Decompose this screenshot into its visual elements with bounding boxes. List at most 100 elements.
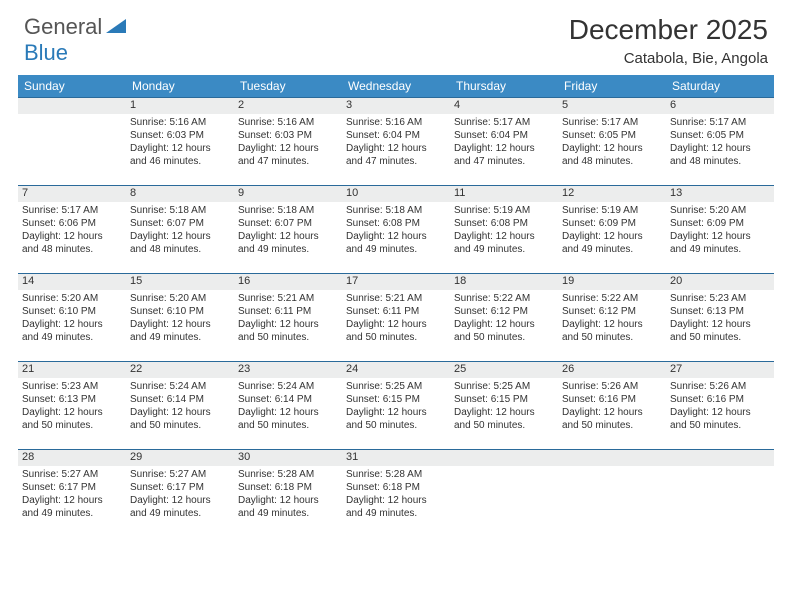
day-cell: Sunrise: 5:25 AMSunset: 6:15 PMDaylight:… (342, 378, 450, 450)
day-number: 10 (342, 186, 450, 202)
sunset-text: Sunset: 6:16 PM (670, 393, 770, 406)
title-block: December 2025 Catabola, Bie, Angola (569, 14, 768, 67)
sunrise-text: Sunrise: 5:18 AM (130, 204, 230, 217)
sunrise-text: Sunrise: 5:25 AM (454, 380, 554, 393)
sunset-text: Sunset: 6:07 PM (130, 217, 230, 230)
day-number: 1 (126, 98, 234, 114)
day-number: 2 (234, 98, 342, 114)
sunrise-text: Sunrise: 5:27 AM (22, 468, 122, 481)
daylight-text: Daylight: 12 hours and 50 minutes. (454, 406, 554, 432)
sunrise-text: Sunrise: 5:25 AM (346, 380, 446, 393)
daylight-text: Daylight: 12 hours and 49 minutes. (130, 494, 230, 520)
sunrise-text: Sunrise: 5:16 AM (346, 116, 446, 129)
day-number: 15 (126, 274, 234, 290)
page-title: December 2025 (569, 14, 768, 46)
day-number: 12 (558, 186, 666, 202)
info-row: Sunrise: 5:16 AMSunset: 6:03 PMDaylight:… (18, 114, 774, 186)
day-number: 27 (666, 362, 774, 378)
day-cell: Sunrise: 5:16 AMSunset: 6:04 PMDaylight:… (342, 114, 450, 186)
day-cell: Sunrise: 5:25 AMSunset: 6:15 PMDaylight:… (450, 378, 558, 450)
daylight-text: Daylight: 12 hours and 48 minutes. (22, 230, 122, 256)
sunrise-text: Sunrise: 5:17 AM (562, 116, 662, 129)
daylight-text: Daylight: 12 hours and 49 minutes. (670, 230, 770, 256)
sunrise-text: Sunrise: 5:17 AM (22, 204, 122, 217)
day-cell: Sunrise: 5:18 AMSunset: 6:07 PMDaylight:… (126, 202, 234, 274)
logo-line2: Blue (24, 40, 68, 66)
day-cell: Sunrise: 5:24 AMSunset: 6:14 PMDaylight:… (126, 378, 234, 450)
sunset-text: Sunset: 6:13 PM (670, 305, 770, 318)
daynum-row: 28293031 (18, 450, 774, 466)
daylight-text: Daylight: 12 hours and 47 minutes. (454, 142, 554, 168)
sunset-text: Sunset: 6:08 PM (454, 217, 554, 230)
day-cell: Sunrise: 5:19 AMSunset: 6:08 PMDaylight:… (450, 202, 558, 274)
day-number: 20 (666, 274, 774, 290)
day-cell: Sunrise: 5:22 AMSunset: 6:12 PMDaylight:… (558, 290, 666, 362)
day-cell: Sunrise: 5:22 AMSunset: 6:12 PMDaylight:… (450, 290, 558, 362)
day-number: 30 (234, 450, 342, 466)
sunrise-text: Sunrise: 5:26 AM (562, 380, 662, 393)
info-row: Sunrise: 5:27 AMSunset: 6:17 PM Daylight:… (18, 466, 774, 538)
day-number: 23 (234, 362, 342, 378)
calendar-table: Sunday Monday Tuesday Wednesday Thursday… (18, 75, 774, 538)
day-cell: Sunrise: 5:26 AMSunset: 6:16 PMDaylight:… (666, 378, 774, 450)
day-cell: Sunrise: 5:20 AMSunset: 6:10 PMDaylight:… (18, 290, 126, 362)
sunrise-text: Sunrise: 5:21 AM (238, 292, 338, 305)
day-number (666, 450, 774, 466)
day-number: 9 (234, 186, 342, 202)
daylight-text: Daylight: 12 hours and 50 minutes. (346, 318, 446, 344)
day-cell: Sunrise: 5:24 AMSunset: 6:14 PMDaylight:… (234, 378, 342, 450)
daylight-text: Daylight: 12 hours and 49 minutes. (562, 230, 662, 256)
day-cell: Sunrise: 5:26 AMSunset: 6:16 PMDaylight:… (558, 378, 666, 450)
day-cell (450, 466, 558, 538)
sunset-text: Sunset: 6:03 PM (238, 129, 338, 142)
day-number: 26 (558, 362, 666, 378)
sunset-text: Sunset: 6:13 PM (22, 393, 122, 406)
day-cell: Sunrise: 5:19 AMSunset: 6:09 PMDaylight:… (558, 202, 666, 274)
daylight-text: Daylight: 12 hours and 50 minutes. (670, 318, 770, 344)
info-row: Sunrise: 5:17 AMSunset: 6:06 PMDaylight:… (18, 202, 774, 274)
day-header: Wednesday (342, 75, 450, 98)
daynum-row: 123456 (18, 98, 774, 114)
day-cell (18, 114, 126, 186)
sunset-text: Sunset: 6:11 PM (346, 305, 446, 318)
day-cell: Sunrise: 5:27 AMSunset: 6:17 PMDaylight:… (18, 466, 126, 538)
day-number: 7 (18, 186, 126, 202)
sunset-text: Sunset: 6:17 PM (22, 481, 122, 494)
sunset-text: Sunset: 6:18 PM (238, 481, 338, 494)
day-number (558, 450, 666, 466)
day-cell: Sunrise: 5:17 AMSunset: 6:06 PMDaylight:… (18, 202, 126, 274)
day-number: 4 (450, 98, 558, 114)
daylight-text: Daylight: 12 hours and 50 minutes. (238, 406, 338, 432)
location-text: Catabola, Bie, Angola (569, 50, 768, 67)
sunset-text: Sunset: 6:12 PM (562, 305, 662, 318)
day-number: 14 (18, 274, 126, 290)
day-header: Friday (558, 75, 666, 98)
daylight-text: Daylight: 12 hours and 48 minutes. (130, 230, 230, 256)
day-cell: Sunrise: 5:27 AMSunset: 6:17 PMDaylight:… (126, 466, 234, 538)
sunrise-text: Sunrise: 5:16 AM (238, 116, 338, 129)
day-cell: Sunrise: 5:28 AMSunset: 6:18 PMDaylight:… (342, 466, 450, 538)
sunset-text: Sunset: 6:09 PM (670, 217, 770, 230)
daylight-text: Daylight: 12 hours and 50 minutes. (238, 318, 338, 344)
day-number: 17 (342, 274, 450, 290)
sunset-text: Sunset: 6:14 PM (130, 393, 230, 406)
sunrise-text: Sunrise: 5:23 AM (22, 380, 122, 393)
sunset-text: Sunset: 6:15 PM (346, 393, 446, 406)
sunrise-text: Sunrise: 5:19 AM (562, 204, 662, 217)
daynum-row: 78910111213 (18, 186, 774, 202)
day-number: 3 (342, 98, 450, 114)
day-number: 28 (18, 450, 126, 466)
day-number: 16 (234, 274, 342, 290)
sunset-text: Sunset: 6:10 PM (22, 305, 122, 318)
daylight-text: Daylight: 12 hours and 50 minutes. (454, 318, 554, 344)
sunrise-text: Sunrise: 5:18 AM (238, 204, 338, 217)
sunrise-text: Sunrise: 5:21 AM (346, 292, 446, 305)
sunrise-text: Sunrise: 5:26 AM (670, 380, 770, 393)
day-number: 25 (450, 362, 558, 378)
daylight-text: Daylight: 12 hours and 49 minutes. (22, 318, 122, 344)
day-header-row: Sunday Monday Tuesday Wednesday Thursday… (18, 75, 774, 98)
day-cell: Sunrise: 5:28 AMSunset: 6:18 PMDaylight:… (234, 466, 342, 538)
sunrise-text: Sunrise: 5:20 AM (22, 292, 122, 305)
day-cell: Sunrise: 5:17 AMSunset: 6:05 PMDaylight:… (558, 114, 666, 186)
sunrise-text: Sunrise: 5:19 AM (454, 204, 554, 217)
